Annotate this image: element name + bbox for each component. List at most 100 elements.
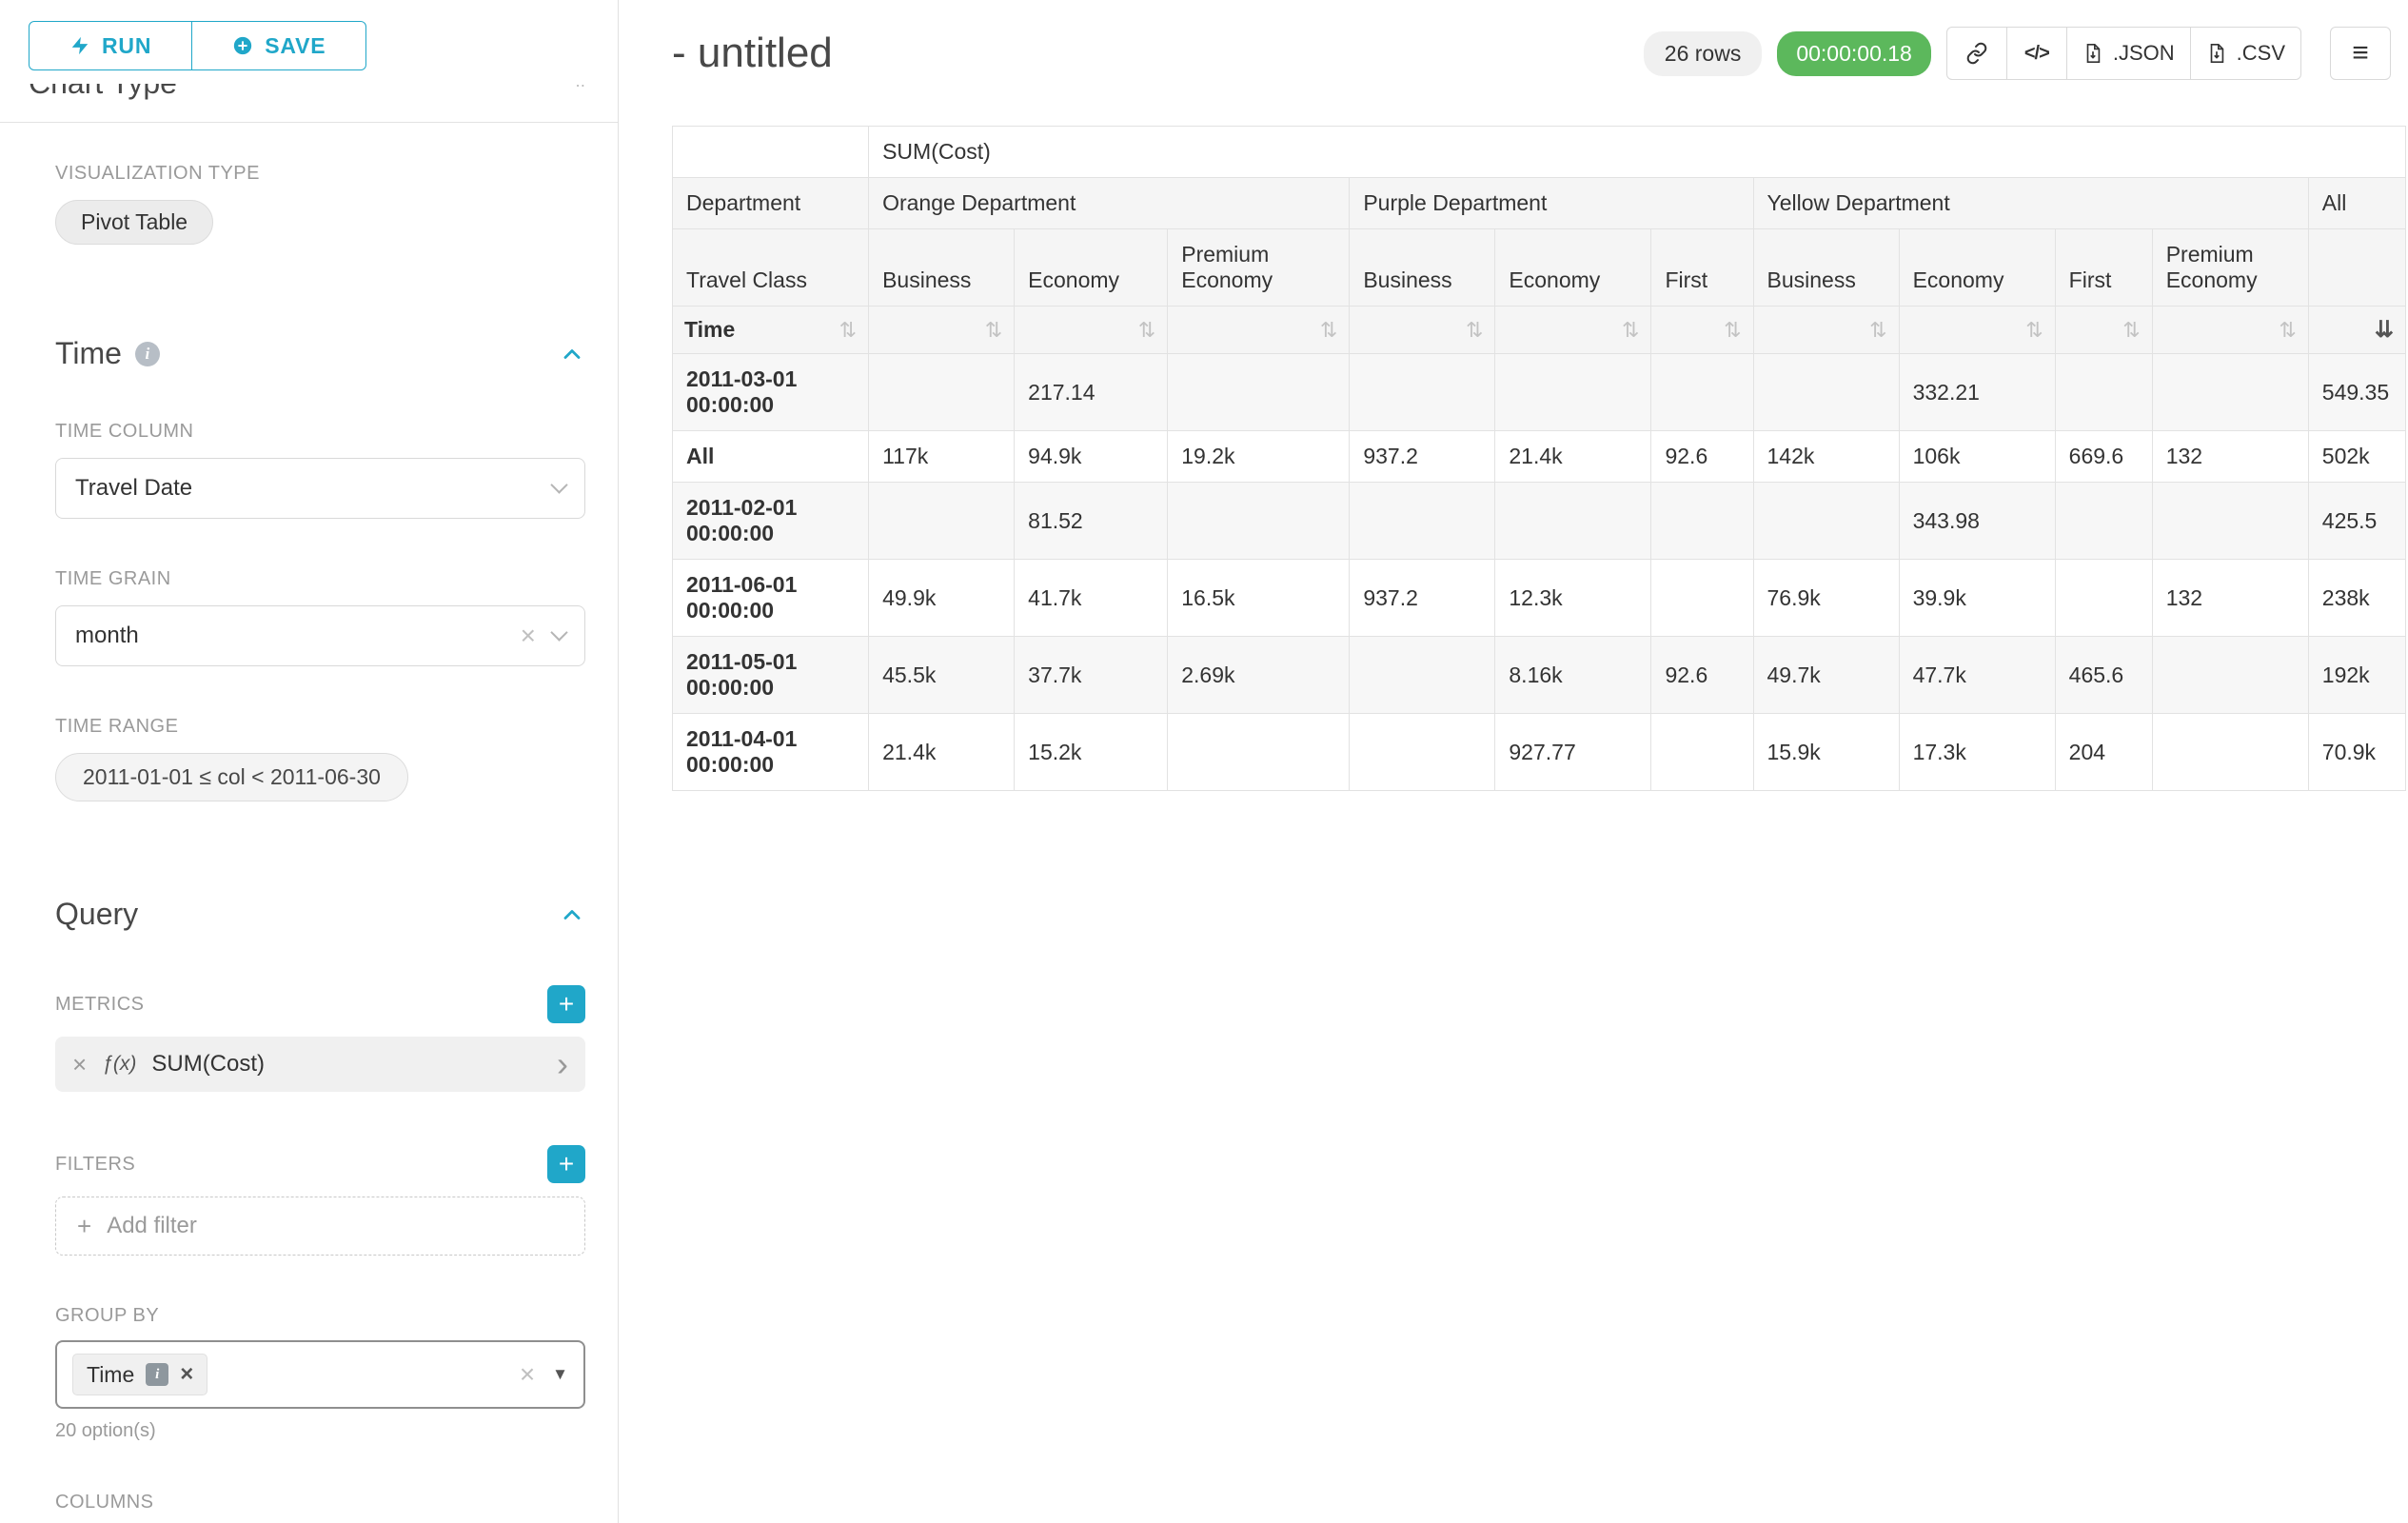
column-sort-header[interactable]: ⇅ <box>1650 306 1754 354</box>
value-cell: 39.9k <box>1898 559 2056 637</box>
sort-icon[interactable]: ⇅ <box>2025 318 2043 342</box>
travel-class-label-cell: Travel Class <box>671 228 870 307</box>
chevron-down-icon <box>550 623 568 642</box>
travel-class-header: First <box>1650 228 1754 307</box>
value-cell: 15.2k <box>1014 713 1169 791</box>
group-by-select[interactable]: Time i × × ▼ <box>55 1340 585 1409</box>
query-section-header[interactable]: Query <box>55 897 585 932</box>
column-sort-header[interactable]: ⇅ <box>2054 306 2153 354</box>
time-section-header[interactable]: Time i <box>55 336 585 371</box>
column-sort-header[interactable]: ⇅ <box>1494 306 1652 354</box>
time-header-cell: Time ⇅ <box>684 317 857 343</box>
view-query-button[interactable]: </> <box>2005 27 2067 80</box>
travel-class-header: Premium Economy <box>1167 228 1351 307</box>
value-cell: 81.52 <box>1014 482 1169 560</box>
time-sort-header[interactable]: Time ⇅ <box>671 306 870 354</box>
pivot-table-head: SUM(Cost) Department Orange Department Purp… <box>671 126 2407 354</box>
metric-item[interactable]: × ƒ(x) SUM(Cost) › <box>55 1037 585 1092</box>
value-cell: 2.69k <box>1167 636 1351 714</box>
sort-icon[interactable]: ⇅ <box>1869 318 1887 342</box>
department-label-cell: Department <box>671 177 870 229</box>
add-filter-button[interactable]: + Add filter <box>55 1197 585 1256</box>
value-cell: 132 <box>2151 559 2309 637</box>
group-by-pill[interactable]: Time i × <box>72 1354 208 1395</box>
clear-icon[interactable]: × <box>519 1359 536 1389</box>
corner-cell <box>671 126 870 178</box>
time-range-button[interactable]: 2011-01-01 ≤ col < 2011-06-30 <box>55 753 408 801</box>
metric-header: SUM(Cost) <box>868 126 2406 178</box>
column-sort-header[interactable]: ⇅ <box>868 306 1016 354</box>
value-cell: 41.7k <box>1014 559 1169 637</box>
add-filter-plus-button[interactable]: + <box>547 1145 585 1183</box>
sort-icon[interactable]: ⇅ <box>984 318 1003 342</box>
department-group-header: Purple Department <box>1349 177 1754 229</box>
caret-down-icon: ▼ <box>552 1365 568 1383</box>
chart-panel: - untitled 26 rows 00:00:00.18 </> .JSON <box>619 0 2408 1523</box>
chevron-down-icon <box>550 476 568 494</box>
controls: VISUALIZATION TYPE Pivot Table Time i TI… <box>0 123 618 1523</box>
sort-icon[interactable]: ⇅ <box>1137 318 1156 342</box>
sort-icon[interactable]: ⇅ <box>1622 318 1640 342</box>
time-column-value: Travel Date <box>75 475 193 501</box>
visualization-type-button[interactable]: Pivot Table <box>55 200 214 245</box>
row-header: 2011-03-01 00:00:00 <box>671 353 870 431</box>
chevron-right-icon[interactable]: › <box>557 1044 568 1083</box>
remove-icon[interactable]: × <box>180 1361 194 1387</box>
value-cell <box>1349 482 1496 560</box>
run-button[interactable]: RUN <box>29 21 193 70</box>
value-cell: 132 <box>2151 430 2309 483</box>
share-link-button[interactable] <box>1945 27 2007 80</box>
sort-descending-icon[interactable]: ⇊ <box>2374 317 2394 343</box>
column-sort-header[interactable]: ⇅ <box>1752 306 1900 354</box>
sort-icon[interactable]: ⇅ <box>1319 318 1338 342</box>
value-cell: 465.6 <box>2054 636 2153 714</box>
more-options-button[interactable]: ≡ <box>2330 27 2391 80</box>
value-cell: 502k <box>2307 430 2407 483</box>
value-cell: 45.5k <box>868 636 1016 714</box>
add-metric-button[interactable]: + <box>547 985 585 1023</box>
chart-type-heading: Chart Type <box>29 84 589 103</box>
time-grain-select[interactable]: month × <box>55 605 585 666</box>
value-cell <box>1494 353 1652 431</box>
run-button-label: RUN <box>102 32 152 58</box>
all-class-spacer <box>2307 228 2407 307</box>
time-column-label: TIME COLUMN <box>55 421 194 442</box>
column-sort-header[interactable]: ⇅ <box>1898 306 2056 354</box>
value-cell <box>868 482 1016 560</box>
value-cell: 106k <box>1898 430 2056 483</box>
value-cell: 19.2k <box>1167 430 1351 483</box>
time-range-label: TIME RANGE <box>55 716 179 737</box>
travel-class-header: Economy <box>1494 228 1652 307</box>
export-json-button[interactable]: .JSON <box>2065 27 2191 80</box>
remove-metric-icon[interactable]: × <box>72 1049 88 1078</box>
time-column-select[interactable]: Travel Date <box>55 458 585 519</box>
time-label: Time <box>684 317 736 342</box>
active-sort-header[interactable]: ⇊ <box>2307 306 2407 354</box>
value-cell: 49.7k <box>1752 636 1900 714</box>
pivot-table-body: 2011-03-01 00:00:00 217.14 332.21 549.35 All… <box>671 353 2407 791</box>
column-sort-header[interactable]: ⇅ <box>1167 306 1351 354</box>
filters-label-row: FILTERS + <box>55 1145 585 1183</box>
value-cell: 192k <box>2307 636 2407 714</box>
table-row: 2011-03-01 00:00:00 217.14 332.21 549.35 <box>671 353 2407 431</box>
chevron-up-icon[interactable] <box>559 341 585 367</box>
clear-icon[interactable]: × <box>520 621 536 650</box>
chevron-up-icon[interactable] <box>559 901 585 928</box>
value-cell <box>1650 559 1754 637</box>
value-cell: 117k <box>868 430 1016 483</box>
filters-label: FILTERS <box>55 1153 136 1175</box>
column-sort-header[interactable]: ⇅ <box>1349 306 1496 354</box>
sort-icon[interactable]: ⇅ <box>2122 318 2141 342</box>
column-sort-header[interactable]: ⇅ <box>1014 306 1169 354</box>
sort-icon[interactable]: ⇅ <box>2279 318 2297 342</box>
sort-icon[interactable]: ⇅ <box>1465 318 1484 342</box>
sort-icon[interactable]: ⇅ <box>1724 318 1742 342</box>
column-sort-header[interactable]: ⇅ <box>2151 306 2309 354</box>
row-header: 2011-02-01 00:00:00 <box>671 482 870 560</box>
save-button[interactable]: SAVE <box>191 21 367 70</box>
sidebar-divider <box>0 122 618 123</box>
plus-circle-icon <box>234 36 252 55</box>
export-csv-button[interactable]: .CSV <box>2189 27 2301 80</box>
sort-icon[interactable]: ⇅ <box>839 317 858 342</box>
value-cell: 37.7k <box>1014 636 1169 714</box>
